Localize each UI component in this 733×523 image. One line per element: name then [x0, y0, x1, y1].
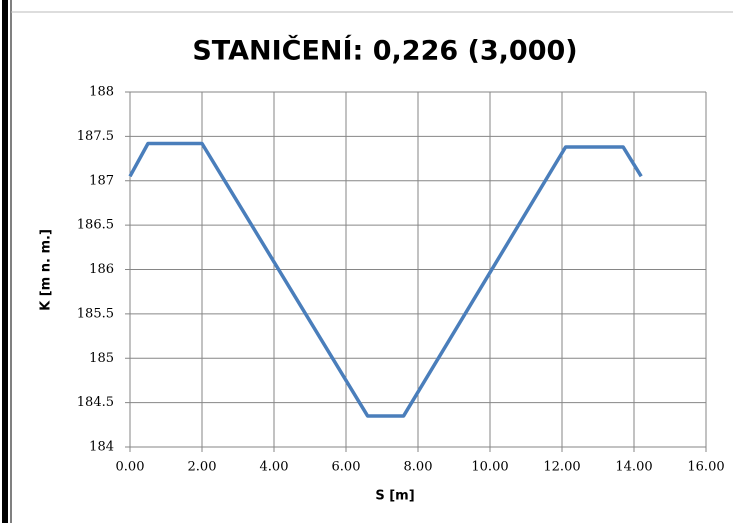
x-tick-label: 2.00: [188, 460, 217, 475]
x-tick-label: 12.00: [543, 460, 580, 475]
x-tick-label: 16.00: [687, 460, 724, 475]
y-axis-label: K [m n. m.]: [39, 229, 54, 311]
y-tick-label: 188: [89, 85, 114, 100]
chart-title: STANIČENÍ: 0,226 (3,000): [192, 35, 577, 67]
data-line: [128, 141, 643, 418]
y-tick-label: 187: [89, 173, 114, 188]
x-tick-label: 4.00: [260, 460, 289, 475]
y-tick-label: 186.5: [77, 218, 114, 233]
x-tick-label: 0.00: [116, 460, 145, 475]
y-tick-label: 186: [89, 262, 114, 277]
y-tick-label: 184.5: [77, 395, 114, 410]
x-axis-label: S [m]: [375, 489, 414, 504]
y-tick-label: 184: [89, 440, 114, 455]
y-tick-label: 185.5: [77, 306, 114, 321]
x-tick-label: 14.00: [615, 460, 652, 475]
x-tick-label: 6.00: [332, 460, 361, 475]
x-tick-label: 8.00: [404, 460, 433, 475]
y-tick-label: 185: [89, 351, 114, 366]
y-tick-label: 187.5: [77, 129, 114, 144]
left-border: [2, 0, 8, 523]
x-tick-label: 10.00: [471, 460, 508, 475]
